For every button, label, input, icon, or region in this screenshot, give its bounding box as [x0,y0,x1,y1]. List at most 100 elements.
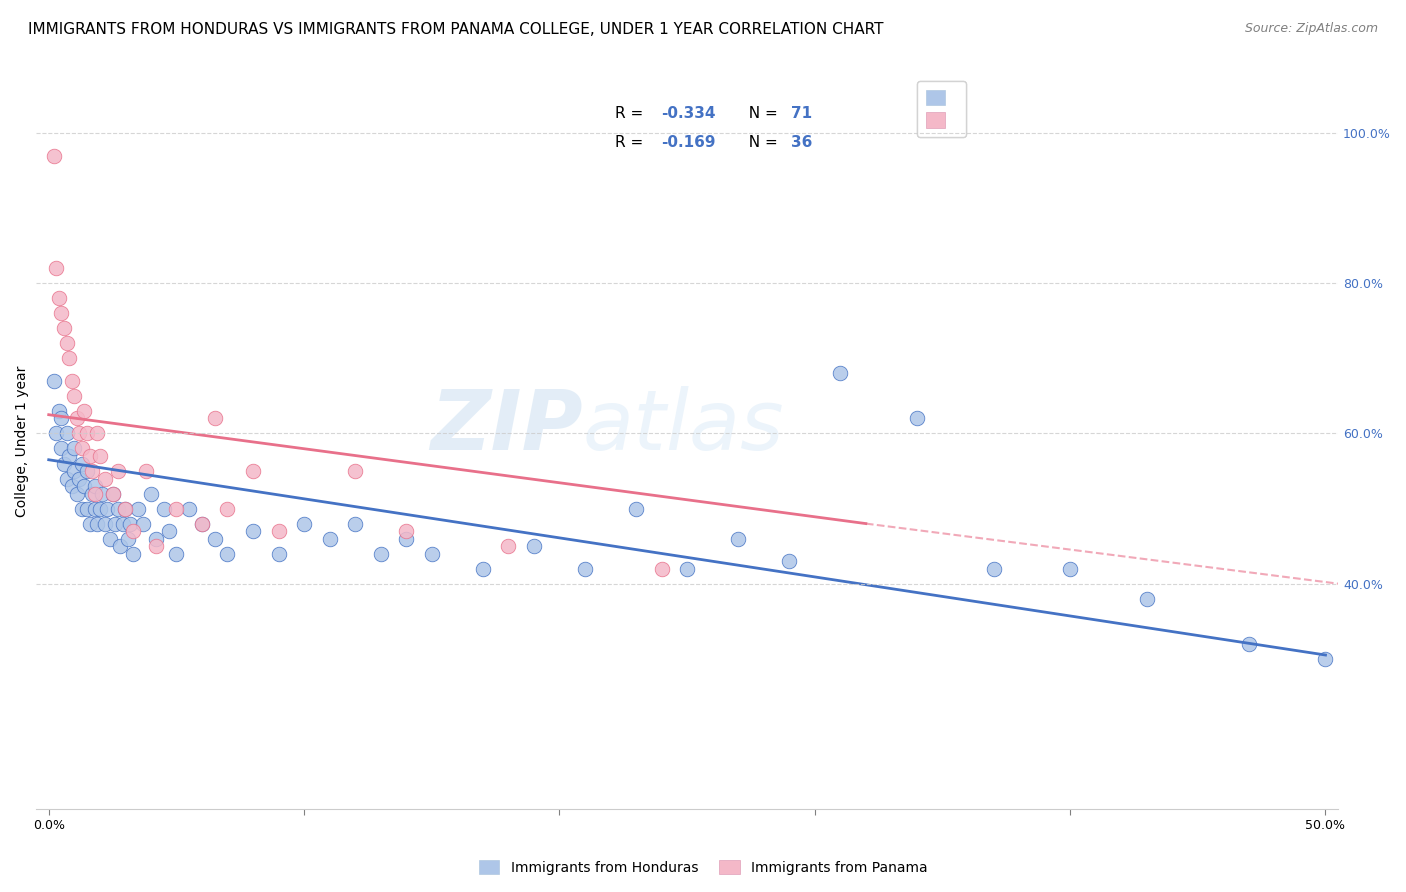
Point [45,261,67,276]
Point [60,479,83,493]
Point [42,374,65,388]
Point [1237,637,1260,651]
Point [395,524,418,538]
Point [1059,562,1081,576]
Point [73,404,96,418]
Point [420,547,443,561]
Point [83,479,105,493]
Point [165,501,187,516]
Point [122,547,145,561]
Point [370,547,392,561]
Point [242,464,264,478]
Point [98,532,121,546]
Point [83,501,105,516]
Point [55,336,77,351]
Point [111,516,134,531]
Point [114,501,136,516]
Point [76,426,98,441]
Point [51,442,73,456]
Point [204,411,226,425]
Point [120,516,142,531]
Point [122,524,145,538]
Point [114,501,136,516]
Text: R =: R = [616,136,648,151]
Point [94,516,117,531]
Point [132,516,155,531]
Point [55,426,77,441]
Point [267,547,290,561]
Point [63,442,86,456]
Point [48,404,70,418]
Point [107,464,129,478]
Point [191,516,214,531]
Point [204,532,226,546]
Point [983,562,1005,576]
Point [117,532,139,546]
Point [48,291,70,305]
Point [60,374,83,388]
Text: -0.169: -0.169 [661,136,716,151]
Point [58,351,80,366]
Text: Source: ZipAtlas.com: Source: ZipAtlas.com [1244,22,1378,36]
Point [86,516,108,531]
Point [82,486,104,500]
Point [70,457,93,471]
Point [86,426,108,441]
Point [1136,591,1159,606]
Point [89,449,111,463]
Point [96,501,118,516]
Point [191,516,214,531]
Point [318,532,340,546]
Text: 36: 36 [792,136,813,151]
Text: IMMIGRANTS FROM HONDURAS VS IMMIGRANTS FROM PANAMA COLLEGE, UNDER 1 YEAR CORRELA: IMMIGRANTS FROM HONDURAS VS IMMIGRANTS F… [28,22,883,37]
Point [70,501,93,516]
Point [651,562,673,576]
Point [179,501,201,516]
Point [53,457,76,471]
Point [727,532,749,546]
Y-axis label: College, Under 1 year: College, Under 1 year [15,366,30,516]
Point [66,486,89,500]
Text: atlas: atlas [583,385,785,467]
Point [344,516,367,531]
Point [145,532,167,546]
Point [42,148,65,162]
Point [91,486,114,500]
Point [63,389,86,403]
Point [267,524,290,538]
Point [45,426,67,441]
Point [73,479,96,493]
Point [624,501,647,516]
Point [395,532,418,546]
Point [67,426,90,441]
Point [76,501,98,516]
Point [67,471,90,485]
Point [101,486,124,500]
Point [145,539,167,553]
Point [344,464,367,478]
Point [217,547,239,561]
Legend: , : , [917,80,966,137]
Point [79,516,101,531]
Point [82,464,104,478]
Point [53,321,76,335]
Text: R =: R = [616,106,648,121]
Point [51,306,73,320]
Point [107,501,129,516]
Point [70,442,93,456]
Point [83,486,105,500]
Point [157,524,180,538]
Point [139,486,162,500]
Point [830,367,852,381]
Point [51,411,73,425]
Point [135,464,157,478]
Point [292,516,315,531]
Point [66,411,89,425]
Point [574,562,596,576]
Point [217,501,239,516]
Point [79,449,101,463]
Text: -0.334: -0.334 [661,106,716,121]
Point [89,501,111,516]
Point [778,554,800,568]
Legend: Immigrants from Honduras, Immigrants from Panama: Immigrants from Honduras, Immigrants fro… [472,855,934,880]
